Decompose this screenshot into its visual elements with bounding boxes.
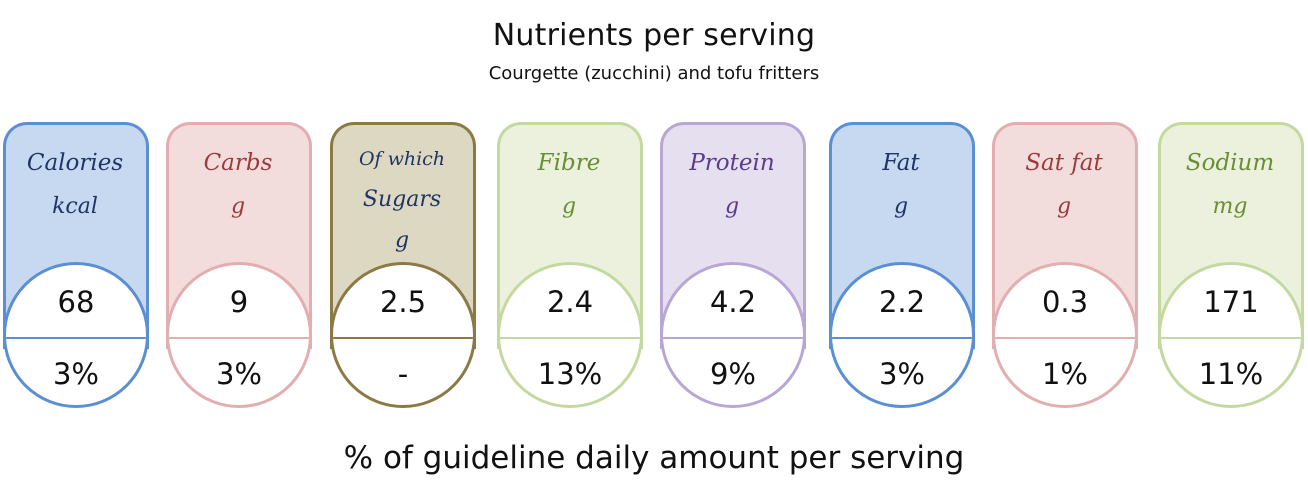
value-circle: 68 3% <box>3 262 149 408</box>
daily-percent: 13% <box>537 357 603 391</box>
value-circle: 2.2 3% <box>829 262 975 408</box>
nutrient-label: g <box>561 194 577 219</box>
daily-percent: 3% <box>215 357 262 391</box>
nutrient-value: 0.3 <box>1041 285 1089 319</box>
nutrient-card: Of which Sugars g 2.5 - <box>330 122 476 408</box>
nutrient-label: Of which <box>358 148 446 170</box>
nutrient-label: Sugars <box>362 187 442 212</box>
nutrient-card: Protein g 4.2 9% <box>660 122 806 408</box>
nutrient-label: Fibre <box>537 150 601 176</box>
nutrient-label: Carbs <box>203 150 273 176</box>
daily-percent: 9% <box>709 357 756 391</box>
nutrient-label: Calories <box>26 150 124 176</box>
page-title: Nutrients per serving <box>492 18 816 53</box>
nutrient-label: g <box>893 194 909 219</box>
nutrient-label: Sat fat <box>1025 150 1103 176</box>
value-circle: 171 11% <box>1158 262 1304 408</box>
value-circle: 2.4 13% <box>497 262 643 408</box>
daily-percent: 3% <box>878 357 925 391</box>
nutrient-label: kcal <box>52 194 98 219</box>
nutrient-value: 9 <box>229 285 249 319</box>
daily-percent: 1% <box>1041 357 1088 391</box>
nutrient-card: Carbs g 9 3% <box>166 122 312 408</box>
divider-line <box>995 337 1135 339</box>
value-circle: 0.3 1% <box>992 262 1138 408</box>
divider-line <box>832 337 972 339</box>
divider-line <box>333 337 473 339</box>
nutrient-label: Sodium <box>1185 150 1275 176</box>
nutrient-label: g <box>230 194 246 219</box>
nutrient-value: 68 <box>57 285 95 319</box>
nutrient-label: mg <box>1212 194 1248 219</box>
divider-line <box>663 337 803 339</box>
footer-note: % of guideline daily amount per serving <box>343 440 965 476</box>
daily-percent: 11% <box>1198 357 1264 391</box>
daily-percent: - <box>397 357 409 391</box>
nutrient-value: 4.2 <box>709 285 757 319</box>
daily-percent: 3% <box>52 357 99 391</box>
nutrient-label: Protein <box>689 150 775 176</box>
divider-line <box>500 337 640 339</box>
nutrient-value: 2.5 <box>379 285 427 319</box>
nutrient-value: 2.2 <box>878 285 926 319</box>
nutrient-card: Fibre g 2.4 13% <box>497 122 643 408</box>
value-circle: 2.5 - <box>330 262 476 408</box>
recipe-subtitle: Courgette (zucchini) and tofu fritters <box>488 63 820 84</box>
nutrient-value: 2.4 <box>546 285 594 319</box>
nutrient-label: Fat <box>882 150 920 176</box>
nutrient-label: g <box>724 194 740 219</box>
divider-line <box>6 337 146 339</box>
nutrient-card: Sodium mg 171 11% <box>1158 122 1304 408</box>
divider-line <box>169 337 309 339</box>
nutrient-label: g <box>1056 194 1072 219</box>
value-circle: 4.2 9% <box>660 262 806 408</box>
nutrient-value: 171 <box>1203 285 1259 319</box>
nutrient-card: Sat fat g 0.3 1% <box>992 122 1138 408</box>
nutrient-label: g <box>394 228 410 253</box>
divider-line <box>1161 337 1301 339</box>
value-circle: 9 3% <box>166 262 312 408</box>
nutrient-card: Calories kcal 68 3% <box>3 122 149 408</box>
nutrient-card: Fat g 2.2 3% <box>829 122 975 408</box>
